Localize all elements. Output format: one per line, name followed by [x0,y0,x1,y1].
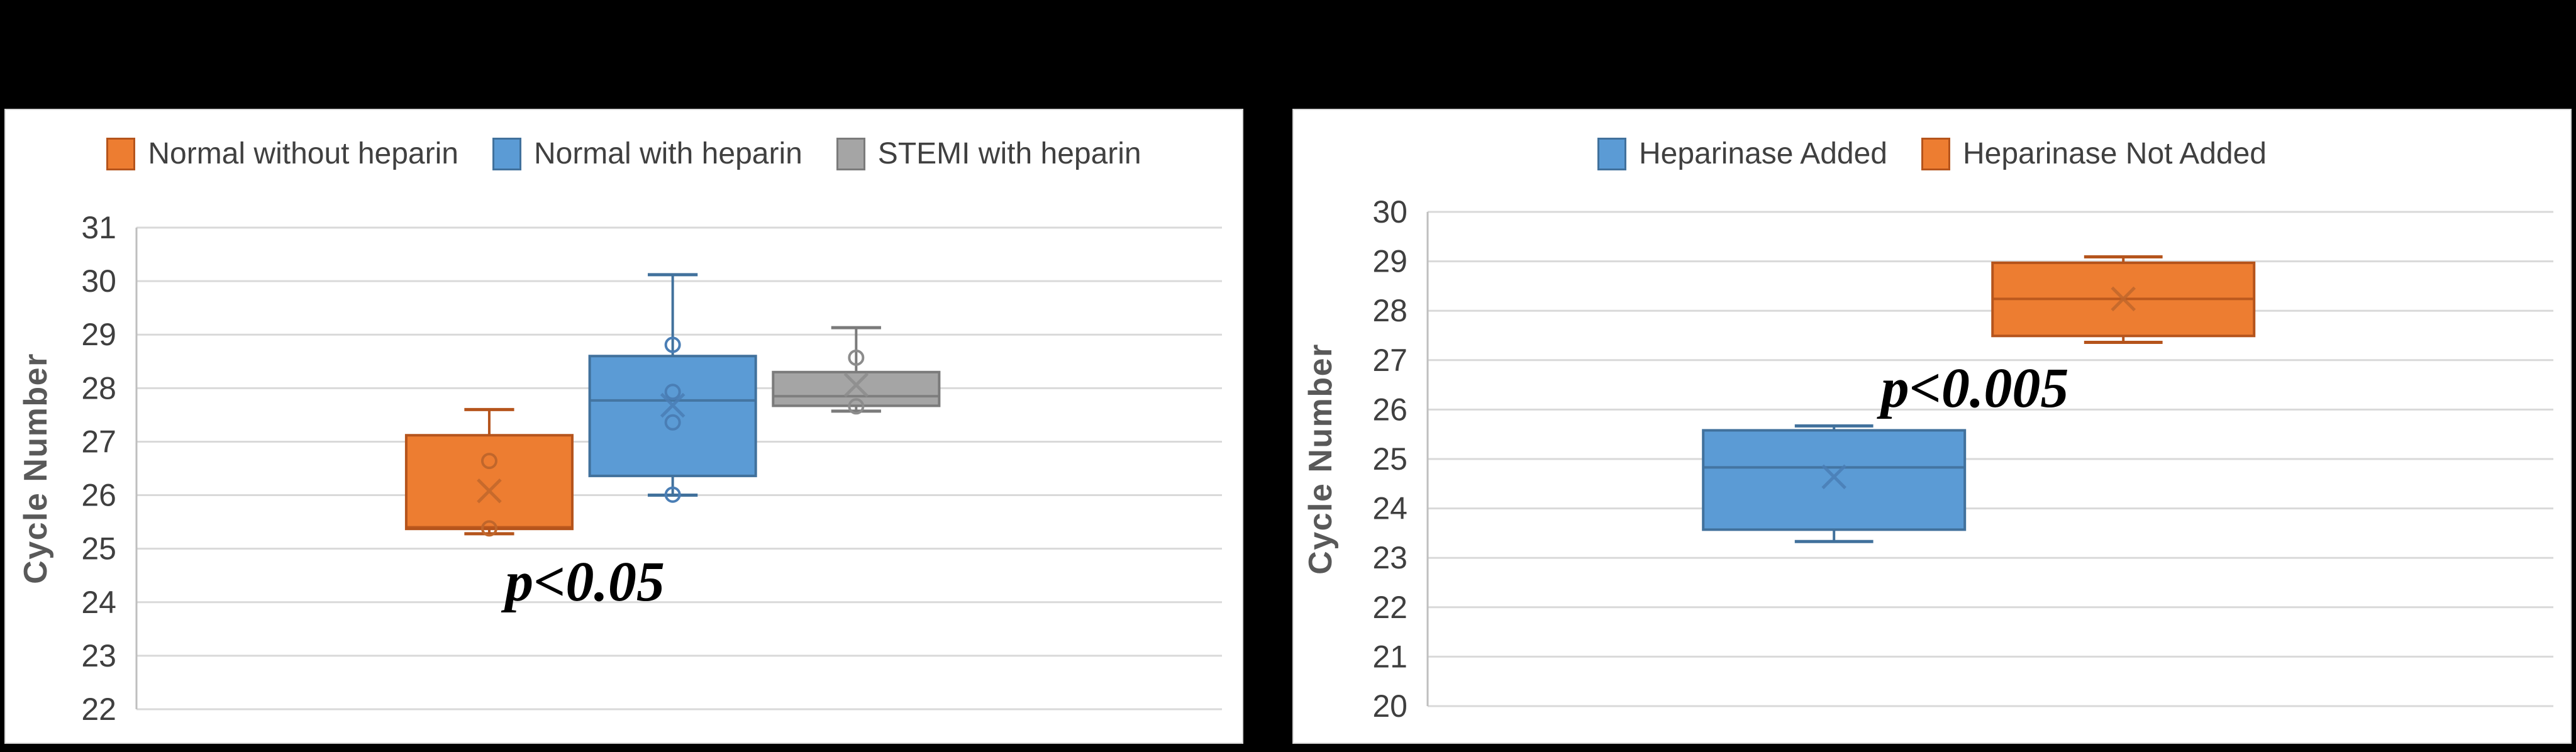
right-box-plot: 30 29 28 27 26 25 24 23 22 21 20 Cycle Number [1302,194,2553,724]
y-tick-label-23: 23 [1372,540,1407,575]
outlier-point [480,453,497,470]
y-tick-label-24: 24 [81,585,116,620]
y-tick-label-31: 31 [81,210,116,245]
p-value-annotation-left: p<0.05 [505,551,665,613]
box-series-orange [404,407,574,537]
outlier-point [664,486,681,503]
box-series-gray [772,326,941,415]
y-tick-label-25: 25 [1372,441,1407,477]
box-series-orange [1991,255,2256,345]
y-tick-label-27: 27 [1372,343,1407,378]
outlier-point [664,384,681,401]
right-chart-panel: Heparinase Added Heparinase Not Added 30 2… [1292,109,2572,744]
mean-x-marker [2111,286,2136,312]
left-chart-panel: Normal without heparin Normal with hepari… [4,109,1243,744]
outlier-point [480,520,497,537]
iqr-box [404,434,574,531]
y-tick-label-30: 30 [81,263,116,299]
iqr-box [1702,429,1967,531]
y-axis-title: Cycle Number [1302,343,1339,575]
y-tick-label-29: 29 [1372,244,1407,279]
y-tick-label-26: 26 [81,478,116,513]
mean-x-marker [843,372,869,397]
p-value-annotation-right: p<0.005 [1880,357,2069,419]
outlier-point [664,414,681,431]
y-tick-label-24: 24 [1372,491,1407,526]
y-tick-label-21: 21 [1372,639,1407,674]
outlier-point [848,398,865,415]
y-tick-label-20: 20 [1372,688,1407,724]
mean-x-marker [660,392,686,418]
outlier-point [848,349,865,366]
y-tick-label-28: 28 [1372,293,1407,328]
outlier-point [664,336,681,353]
left-box-plot: 31 30 29 28 27 26 25 24 23 22 Cycle Number [18,210,1222,727]
mean-x-marker [477,478,502,504]
y-tick-label-28: 28 [81,370,116,406]
y-tick-label-27: 27 [81,424,116,459]
y-tick-label-26: 26 [1372,392,1407,427]
y-tick-label-23: 23 [81,638,116,673]
y-tick-label-22: 22 [1372,590,1407,625]
mean-x-marker [1821,464,1846,490]
y-tick-label-30: 30 [1372,194,1407,229]
box-series-blue [588,273,757,503]
y-tick-label-29: 29 [81,317,116,352]
iqr-box [772,370,941,407]
y-tick-label-22: 22 [81,692,116,727]
y-tick-label-25: 25 [81,531,116,567]
y-axis-title: Cycle Number [18,353,54,584]
box-series-blue [1702,424,1967,543]
